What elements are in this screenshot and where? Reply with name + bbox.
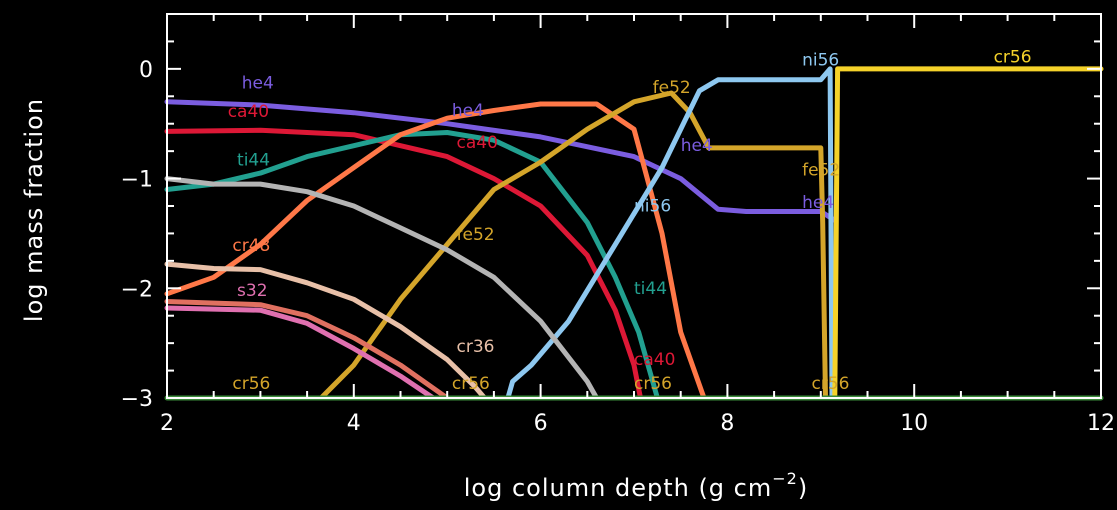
series-label: cr56 <box>994 47 1032 67</box>
series-line-he4 <box>164 99 838 223</box>
x-tick-label: 12 <box>1087 411 1115 436</box>
series-label: cr56 <box>634 374 672 394</box>
series-line-gray <box>164 176 600 401</box>
series-label: ti44 <box>237 150 270 170</box>
series-line-ca40 <box>164 127 643 401</box>
x-tick-label: 10 <box>900 411 928 436</box>
y-tick-label: −2 <box>121 277 153 302</box>
series-label: ni56 <box>634 196 671 216</box>
series-line-salmon <box>164 299 450 401</box>
series-label: cr48 <box>232 236 270 256</box>
y-tick-label: 0 <box>139 58 153 83</box>
tick-layer: 2 4 6 8 10 12 0 −1 −2 −3 <box>121 13 1115 436</box>
x-tick-label: 4 <box>347 411 361 436</box>
series-label: cr56 <box>811 374 849 394</box>
x-tick-label: 8 <box>720 411 734 436</box>
series-label: ca40 <box>457 133 498 153</box>
series-line-ti44 <box>164 130 660 401</box>
series-label: he4 <box>452 101 484 121</box>
series-label: s32 <box>237 281 267 301</box>
series-label: ca40 <box>228 102 269 122</box>
series-label: he4 <box>242 74 274 94</box>
series-label: ca40 <box>634 350 675 370</box>
x-tick-label: 6 <box>534 411 548 436</box>
series-line-ni56 <box>505 66 835 401</box>
x-axis-title-superscript: −2 <box>772 469 798 488</box>
y-tick-label: −3 <box>121 387 153 412</box>
series-label: cr56 <box>452 374 490 394</box>
series-label: he4 <box>681 136 713 156</box>
series-line-fe52 <box>318 90 828 401</box>
series-label: cr56 <box>232 374 270 394</box>
series-line-cr48 <box>164 101 707 401</box>
y-tick-label: −1 <box>121 168 153 193</box>
series-line-tan <box>164 261 488 401</box>
x-axis-title: log column depth (g cm−2) <box>464 469 808 502</box>
series-line-cr56 <box>832 66 1104 401</box>
series-line-pink <box>164 305 436 401</box>
series-label: fe52 <box>802 160 840 180</box>
series-label: ni56 <box>802 51 839 71</box>
x-axis-title-close: ) <box>798 474 808 502</box>
series-label: fe52 <box>653 78 691 98</box>
series-label: ti44 <box>634 279 667 299</box>
annotation-layer: he4 ca40 ti44 cr48 s32 cr56 he4 ca40 fe52 cr36 cr5… <box>228 47 1032 394</box>
x-axis-title-main: log column depth (g cm <box>464 474 772 502</box>
series-layer <box>164 66 1104 401</box>
x-tick-label: 2 <box>160 411 174 436</box>
series-label: he4 <box>802 193 834 213</box>
series-label: cr36 <box>457 337 495 357</box>
series-label: fe52 <box>457 225 495 245</box>
y-axis-title: log mass fraction <box>20 98 48 322</box>
